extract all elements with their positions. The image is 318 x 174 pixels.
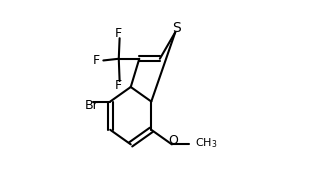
Text: F: F: [93, 54, 100, 67]
Text: O: O: [169, 134, 178, 147]
Text: F: F: [115, 79, 122, 92]
Text: CH$_3$: CH$_3$: [195, 137, 218, 150]
Text: Br: Br: [85, 99, 98, 112]
Text: F: F: [115, 27, 122, 40]
Text: S: S: [173, 21, 181, 35]
